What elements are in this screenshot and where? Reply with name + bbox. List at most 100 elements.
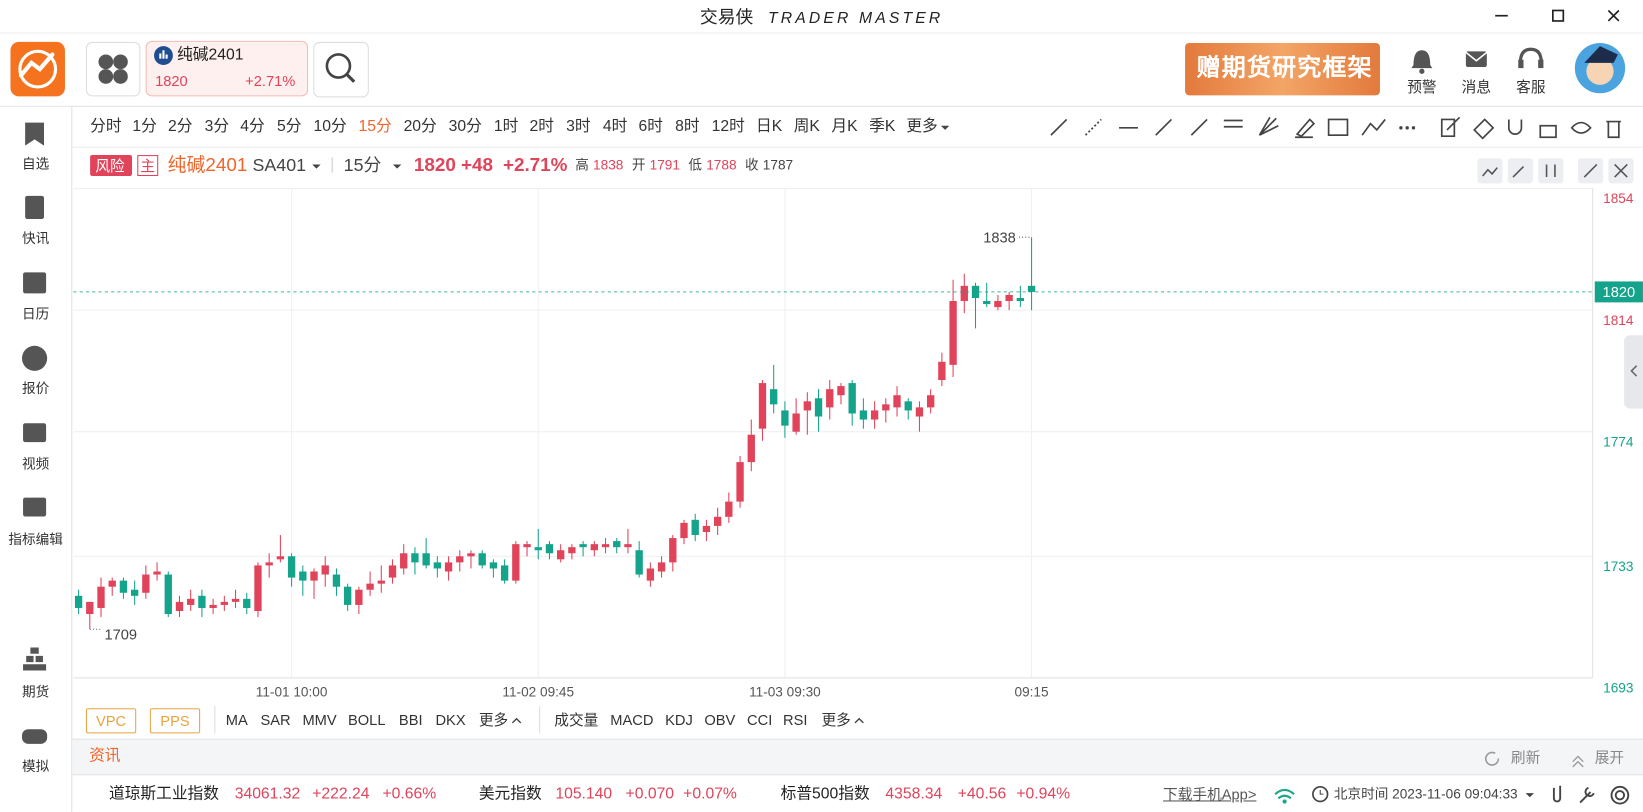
period-tab[interactable]: 1时 xyxy=(493,117,519,136)
sub-more[interactable]: 更多 xyxy=(821,711,851,729)
sub-indicator[interactable]: CCI xyxy=(747,711,773,729)
header-action[interactable]: 预警 xyxy=(1407,78,1437,96)
promo-banner[interactable] xyxy=(1185,42,1380,96)
candle-body xyxy=(814,398,823,417)
refresh-button[interactable]: 刷新 xyxy=(1510,749,1541,766)
candle-body xyxy=(926,395,935,408)
period-tab[interactable]: 8时 xyxy=(675,117,700,136)
period-tab[interactable]: 4分 xyxy=(240,117,265,136)
candle-body xyxy=(545,544,554,554)
candle-body xyxy=(758,383,767,429)
sidebar xyxy=(0,106,73,812)
main-indicator[interactable]: DKX xyxy=(435,711,466,729)
sidebar-item[interactable]: 报价 xyxy=(21,380,50,397)
header-action[interactable]: 消息 xyxy=(1461,78,1492,96)
period-tab[interactable]: 3分 xyxy=(204,117,230,136)
candle-body xyxy=(108,580,116,587)
candle-body xyxy=(433,562,442,569)
candle-body xyxy=(904,401,912,411)
candle-body xyxy=(332,574,341,587)
period-tab[interactable]: 更多 xyxy=(906,117,938,136)
main-indicator[interactable]: MMV xyxy=(302,711,337,729)
candle-body xyxy=(960,285,968,302)
candle-body xyxy=(209,604,217,608)
sub-indicator[interactable]: KDJ xyxy=(665,711,693,729)
sidebar-item[interactable]: 日历 xyxy=(21,305,50,322)
candle-body xyxy=(489,562,498,569)
ticker-name[interactable]: 道琼斯工业指数 xyxy=(108,784,220,803)
download-link[interactable]: 下载手机App> xyxy=(1163,785,1257,803)
period-tab[interactable]: 1分 xyxy=(132,117,157,136)
quote-name[interactable]: 纯碱2401 xyxy=(167,154,248,175)
candle-body xyxy=(299,571,307,581)
ticker-value[interactable]: 4358.34 xyxy=(885,784,943,803)
instrument-change: +2.71% xyxy=(245,72,296,90)
candle-body xyxy=(557,550,565,560)
candle-body xyxy=(467,553,475,557)
candle-body xyxy=(500,565,509,581)
search-button[interactable] xyxy=(313,41,369,98)
sidebar-item[interactable]: 视频 xyxy=(21,455,50,472)
sub-indicator[interactable]: OBV xyxy=(704,711,736,729)
instrument-price: 1820 xyxy=(155,72,188,90)
sidebar-item[interactable]: 期货 xyxy=(21,684,50,700)
sidebar-item[interactable]: 自选 xyxy=(21,156,50,172)
candle-body xyxy=(388,565,397,578)
period-tab[interactable]: 月K xyxy=(831,117,858,136)
sub-indicator[interactable]: RSI xyxy=(783,711,808,729)
candle-body xyxy=(893,395,901,408)
period-tab[interactable]: 6时 xyxy=(638,117,663,136)
period-tab[interactable]: 30分 xyxy=(448,117,482,136)
main-indicator[interactable]: SAR xyxy=(260,711,291,729)
candle-body xyxy=(287,556,296,578)
ticker-change[interactable]: +40.56 xyxy=(957,784,1007,803)
candle-body xyxy=(568,547,576,554)
ticker-value[interactable]: 34061.32 xyxy=(234,784,301,803)
ticker-change[interactable]: +0.070 xyxy=(625,784,675,803)
period-tab[interactable]: 季K xyxy=(869,117,896,136)
period-tab[interactable]: 2分 xyxy=(167,117,193,136)
ticker-pct[interactable]: +0.66% xyxy=(382,784,437,803)
sidebar-item[interactable]: 快讯 xyxy=(21,230,50,247)
sidebar-item[interactable]: 模拟 xyxy=(21,758,50,775)
main-indicator[interactable]: BBI xyxy=(398,711,423,729)
candle-body xyxy=(456,556,464,563)
header-action[interactable]: 客服 xyxy=(1516,78,1546,96)
ticker-change[interactable]: +222.24 xyxy=(312,784,370,803)
sub-indicator[interactable]: 成交量 xyxy=(554,711,599,729)
period-tab[interactable]: 周K xyxy=(793,117,820,136)
candle-body xyxy=(624,544,632,548)
ticker-value[interactable]: 105.140 xyxy=(555,784,613,803)
ticker-name[interactable]: 美元指数 xyxy=(478,784,542,803)
indicator-button[interactable]: VPC xyxy=(85,708,137,734)
indicator-button[interactable]: PPS xyxy=(149,708,201,734)
candle-body xyxy=(747,434,755,463)
period-tab[interactable]: 3时 xyxy=(566,117,591,136)
sub-indicator[interactable]: MACD xyxy=(610,711,654,729)
ticker-name[interactable]: 标普500指数 xyxy=(780,784,870,803)
quote-code[interactable]: SA401 xyxy=(252,155,307,175)
main-indicator[interactable]: BOLL xyxy=(347,711,386,729)
ticker-pct[interactable]: +0.94% xyxy=(1016,784,1071,803)
period-tab[interactable]: 分时 xyxy=(90,117,122,136)
period-tab[interactable]: 15分 xyxy=(358,117,392,136)
main-indicator[interactable]: MA xyxy=(225,711,248,729)
expand-button[interactable]: 展开 xyxy=(1594,749,1625,766)
period-tab[interactable]: 日K xyxy=(755,117,783,136)
ticker-pct[interactable]: +0.07% xyxy=(683,784,737,803)
main-more[interactable]: 更多 xyxy=(478,711,509,729)
price-tag xyxy=(1594,281,1643,303)
candle-body xyxy=(702,525,711,532)
main-label: 主 xyxy=(140,157,156,174)
apps-button[interactable] xyxy=(85,41,141,97)
news-title[interactable]: 资讯 xyxy=(89,747,121,765)
candle-body xyxy=(130,589,139,596)
period-tab[interactable]: 12时 xyxy=(711,117,745,136)
period-tab[interactable]: 20分 xyxy=(403,117,437,136)
sidebar-item[interactable]: 指标编辑 xyxy=(8,531,63,547)
candle-body xyxy=(411,553,419,563)
period-tab[interactable]: 5分 xyxy=(276,117,302,136)
period-tab[interactable]: 4时 xyxy=(602,117,628,136)
period-tab[interactable]: 10分 xyxy=(313,117,347,136)
period-tab[interactable]: 2时 xyxy=(529,117,554,136)
